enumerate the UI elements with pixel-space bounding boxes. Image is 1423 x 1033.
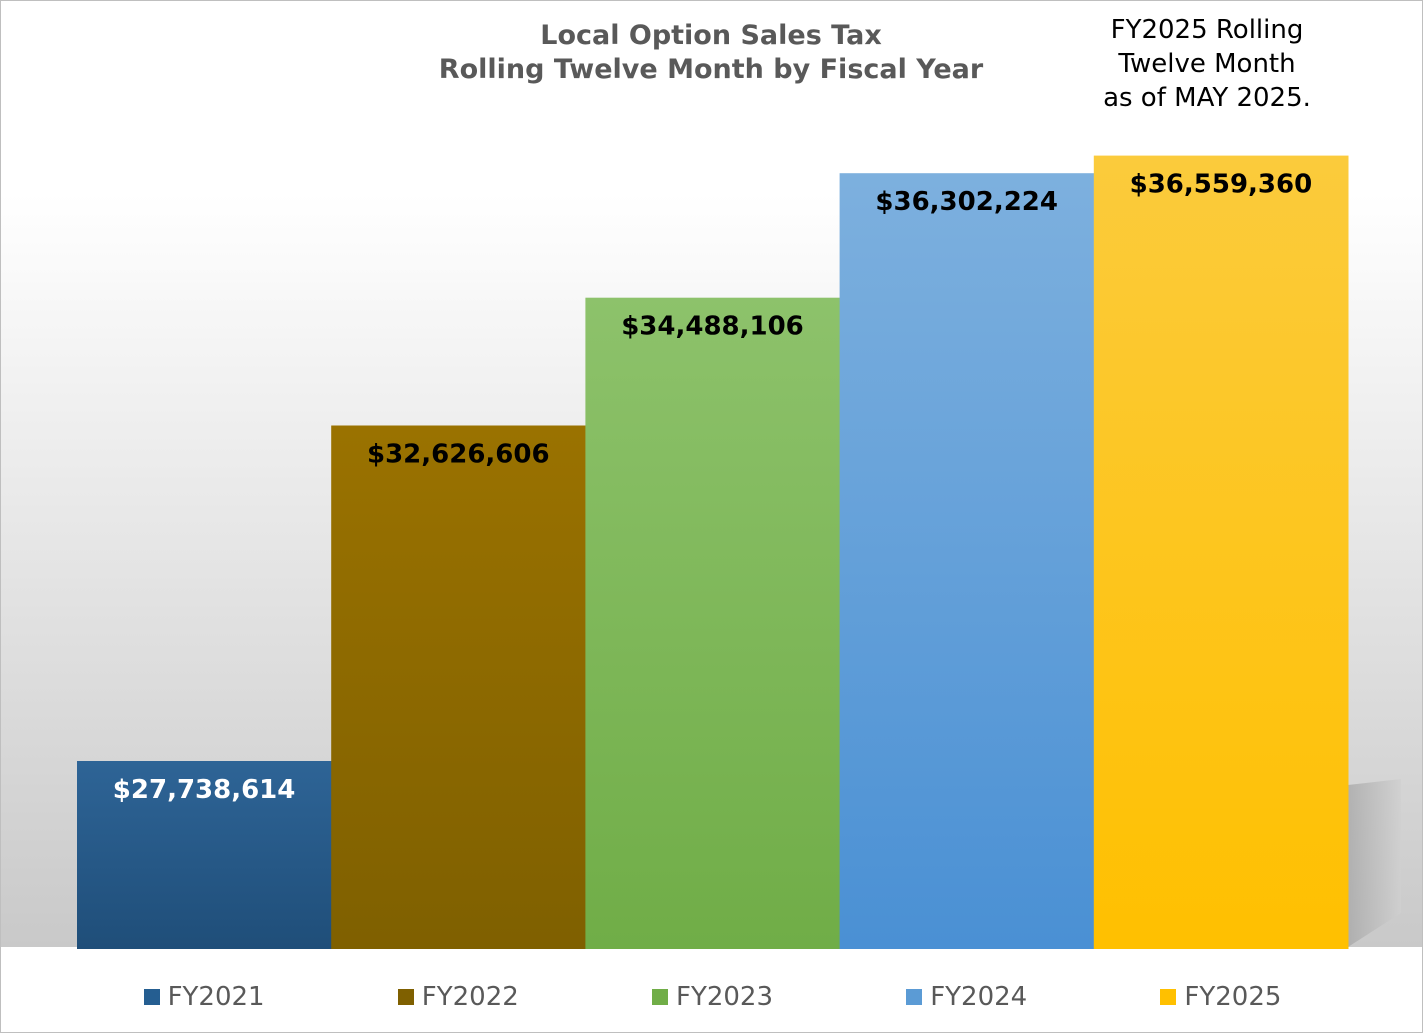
- bar-fy2021: [77, 761, 332, 949]
- legend-item-fy2023: FY2023: [585, 979, 839, 1015]
- legend-label-fy2022: FY2022: [421, 982, 519, 1012]
- chart-annotation: FY2025 Rolling Twelve Month as of MAY 20…: [1061, 13, 1353, 115]
- legend-label-fy2024: FY2024: [930, 982, 1028, 1012]
- data-label-fy2024: $36,302,224: [875, 187, 1058, 217]
- chart-title-line1: Local Option Sales Tax: [540, 20, 882, 51]
- floor-shadow: [1348, 779, 1401, 947]
- legend-swatch-fy2025: [1160, 989, 1177, 1005]
- data-label-fy2025: $36,559,360: [1130, 170, 1313, 200]
- data-label-fy2021: $27,738,614: [113, 775, 296, 805]
- legend-item-fy2024: FY2024: [840, 979, 1094, 1015]
- data-label-fy2023: $34,488,106: [621, 312, 804, 342]
- data-label-fy2022: $32,626,606: [367, 440, 550, 470]
- annotation-line-3: as of MAY 2025.: [1103, 83, 1311, 113]
- legend-item-fy2022: FY2022: [331, 979, 585, 1015]
- chart-title: Local Option Sales Tax Rolling Twelve Mo…: [361, 19, 1061, 87]
- bar-fy2023: [585, 297, 841, 949]
- legend-item-fy2021: FY2021: [77, 979, 331, 1015]
- chart-legend: FY2021 FY2022 FY2023 FY2024 FY2025: [77, 979, 1348, 1015]
- legend-label-fy2025: FY2025: [1184, 982, 1282, 1012]
- bar-fy2022: [331, 425, 586, 949]
- bar-fy2024: [839, 173, 1095, 949]
- chart-subtitle: Rolling Twelve Month by Fiscal Year: [438, 54, 984, 85]
- legend-swatch-fy2023: [652, 989, 668, 1005]
- bar-fy2025: [1093, 155, 1349, 950]
- legend-label-fy2023: FY2023: [676, 982, 774, 1012]
- legend-item-fy2025: FY2025: [1094, 979, 1348, 1015]
- annotation-line-1: FY2025 Rolling: [1110, 15, 1304, 45]
- annotation-line-2: Twelve Month: [1118, 49, 1296, 79]
- legend-swatch-fy2021: [143, 989, 160, 1005]
- legend-label-fy2021: FY2021: [167, 982, 265, 1012]
- legend-swatch-fy2022: [397, 989, 414, 1005]
- legend-swatch-fy2024: [906, 989, 923, 1005]
